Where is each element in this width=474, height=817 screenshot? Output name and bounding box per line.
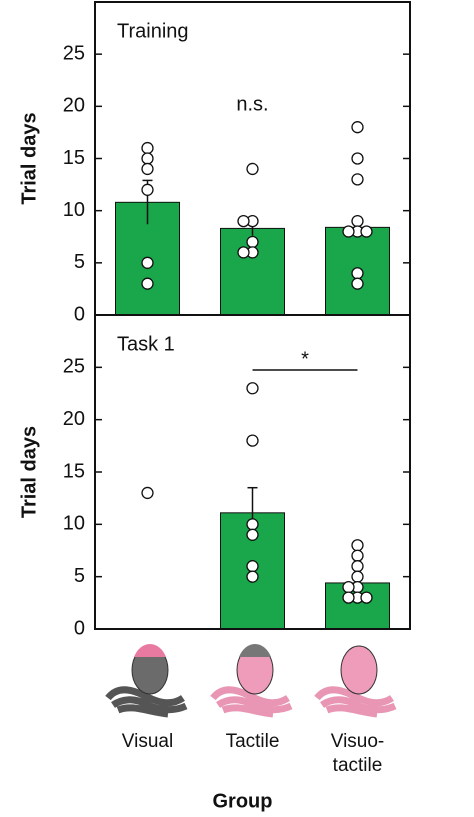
data-point [141, 486, 154, 500]
y-tick-label: 25 [63, 42, 85, 64]
data-point [246, 434, 259, 447]
icon-tactile [210, 643, 293, 718]
data-point [246, 235, 259, 249]
icon-visuo-tactile [314, 645, 397, 718]
y-axis-label: Trial days [18, 426, 40, 518]
data-point [141, 152, 154, 165]
y-tick-label: 20 [63, 408, 85, 430]
panel-title: Training [117, 20, 189, 42]
x-tick-label: Tactile [225, 731, 280, 752]
data-point [351, 121, 364, 134]
y-tick-label: 15 [63, 147, 85, 169]
data-point [342, 580, 355, 594]
data-point [237, 214, 250, 228]
y-tick-label: 25 [63, 356, 85, 378]
y-axis-label: Trial days [18, 112, 40, 204]
data-point [360, 591, 373, 604]
data-point [141, 277, 154, 290]
data-point [342, 591, 355, 604]
data-point [246, 382, 259, 395]
y-tick-label: 0 [74, 303, 85, 325]
data-point [351, 214, 364, 228]
data-point [351, 173, 364, 186]
panel-title: Task 1 [117, 333, 175, 355]
data-point [246, 560, 259, 573]
data-point [141, 256, 154, 269]
data-point [237, 246, 250, 259]
data-point [351, 539, 364, 552]
y-tick-label: 10 [63, 513, 85, 535]
plot-frame [94, 314, 411, 630]
data-point [246, 528, 259, 541]
data-point [360, 225, 373, 238]
y-tick-label: 0 [74, 617, 85, 639]
annotation: n.s. [236, 93, 268, 115]
significance-label: * [301, 348, 309, 370]
data-point [351, 267, 364, 280]
data-point [351, 277, 364, 290]
data-point [351, 570, 364, 583]
data-point [246, 518, 259, 531]
y-tick-label: 10 [63, 199, 85, 221]
icon-visual [105, 643, 188, 718]
y-tick-label: 20 [63, 95, 85, 117]
data-point [141, 183, 154, 196]
data-point [246, 162, 259, 176]
data-point [351, 152, 364, 165]
y-tick-label: 5 [74, 251, 85, 273]
data-point [246, 570, 259, 583]
data-point [351, 549, 364, 562]
data-point [351, 560, 364, 573]
data-point [342, 225, 355, 238]
x-axis-label: Group [213, 790, 273, 812]
y-tick-label: 15 [63, 460, 85, 482]
data-point [141, 162, 154, 176]
data-point [141, 141, 154, 155]
x-tick-label: Visuo-tactile [330, 731, 385, 776]
y-tick-label: 5 [74, 565, 85, 587]
x-tick-label: Visual [121, 731, 174, 752]
